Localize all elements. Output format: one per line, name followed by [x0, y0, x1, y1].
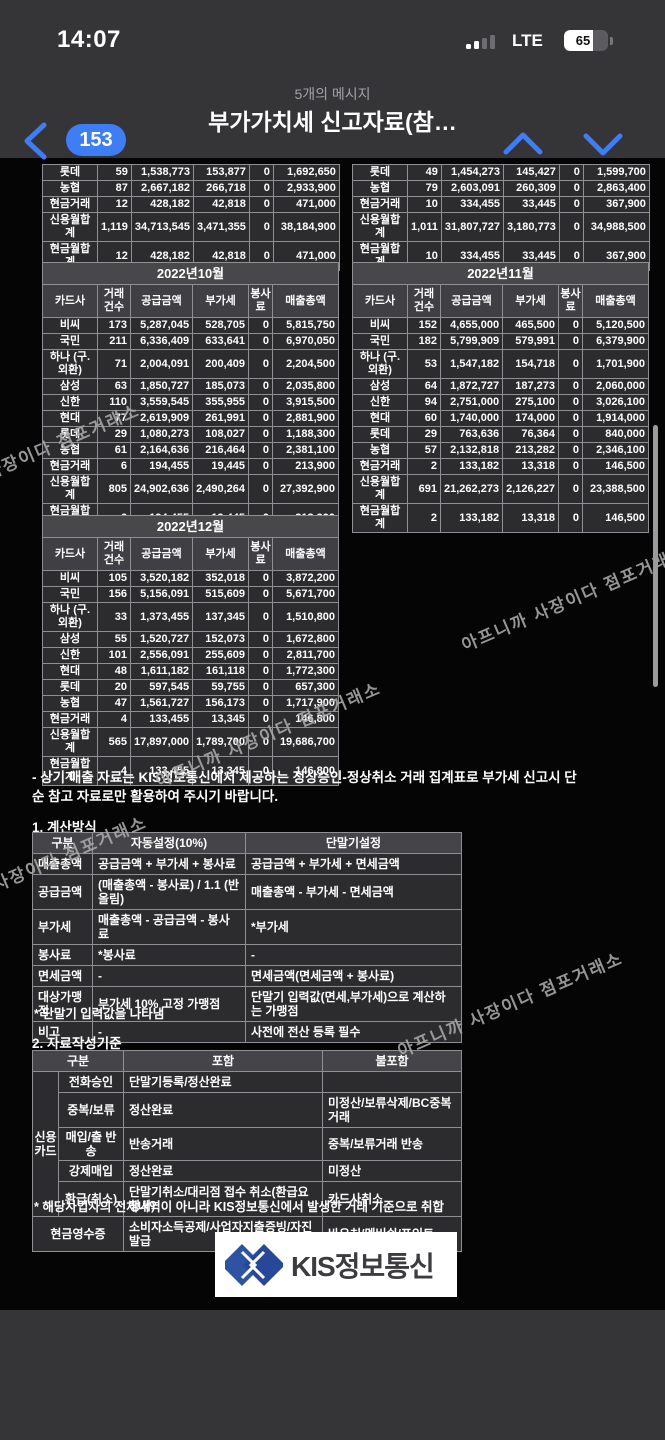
next-message-chevron-icon[interactable] — [580, 126, 626, 162]
table-row: 신용월합계 1,119 34,713,545 3,471,355 0 38,184,900 — [42, 212, 340, 242]
message-count-label: 5개의 메시지 — [294, 86, 371, 102]
table-row: 신한 110 3,559,545 355,955 0 3,915,500 — [42, 394, 339, 411]
table-row: 삼성 55 1,520,727 152,073 0 1,672,800 — [42, 631, 339, 648]
table-header-row: 구분 자동설정(10%) 단말기설정 — [32, 832, 462, 854]
table-row: 현대 60 1,740,000 174,000 0 1,914,000 — [352, 410, 649, 427]
calc-method-table: 구분 자동설정(10%) 단말기설정 매출총액 공급금액 + 부가세 + 봉사료 공급금액… — [32, 832, 462, 1043]
credit-card-group-label: 신용 카드 — [32, 1071, 59, 1217]
table-row: 농협 79 2,603,091 260,309 0 2,863,400 — [352, 180, 650, 197]
table-row: 롯데 29 763,636 76,364 0 840,000 — [352, 426, 649, 443]
sales-table-november: 2022년11월 카드사 거래 건수 공급금액 부가세 봉사료 매출총액 비씨 152 4,655… — [352, 262, 649, 533]
back-chevron-icon[interactable] — [20, 120, 50, 162]
table-row: 대상가맹점 부가세 10% 고정 가맹점 단말기 입력값(면세,부가세)으로 계산하… — [32, 986, 462, 1022]
unread-count-badge[interactable]: 153 — [66, 124, 126, 156]
table-row: 농협 61 2,164,636 216,464 0 2,381,100 — [42, 442, 339, 459]
table-row: 농협 57 2,132,818 213,282 0 2,346,100 — [352, 442, 649, 459]
table-row: 삼성 64 1,872,727 187,273 0 2,060,000 — [352, 378, 649, 395]
table-row: 현금월합계 4 133,455 13,345 0 146,800 — [42, 756, 339, 786]
table-row: 현금거래 12 428,182 42,818 0 471,000 — [42, 196, 340, 213]
sales-table-partial-right: 롯데 49 1,454,273 145,427 0 1,599,700 농협 79 2,603,… — [352, 164, 650, 271]
page-title: 부가가치세 신고자료(참… — [208, 109, 457, 135]
table-row: 부가세 매출총액 - 공급금액 - 봉사료 *부가세 — [32, 909, 462, 945]
cellular-signal-icon — [466, 34, 506, 49]
table-row: 비씨 173 5,287,045 528,705 0 5,815,750 — [42, 317, 339, 334]
table-row: 현대 48 1,611,182 161,118 0 1,772,300 — [42, 663, 339, 680]
battery-icon: 65 — [564, 30, 608, 51]
table-row: 중복/보류 정산완료 미정산/보류삭제/BC중복거래 — [33, 1092, 462, 1128]
kis-logo: KIS정보통신 — [215, 1232, 457, 1297]
table-row: 신용월합계 565 17,897,000 1,789,700 0 19,686,700 — [42, 727, 339, 757]
bottom-toolbar — [0, 1310, 665, 1440]
scrollbar[interactable] — [653, 425, 658, 687]
table-row: 하나 (구.외환) 71 2,004,091 200,409 0 2,204,500 — [42, 349, 339, 379]
calc-footnote: * 단말기 입력값을 나타냄 — [34, 1007, 165, 1021]
table-row: 신용월합계 1,011 31,807,727 3,180,773 0 34,988,500 — [352, 212, 650, 242]
network-type-label: LTE — [512, 31, 543, 50]
table-row: 현금거래 4 133,455 13,345 0 146,800 — [42, 711, 339, 728]
table-row: 농협 87 2,667,182 266,718 0 2,933,900 — [42, 180, 340, 197]
disclaimer-text: - 상기 매출 자료는 KIS정보통신에서 제공하는 정상승인-정상취소 거래 … — [32, 770, 577, 804]
table-row: 비씨 105 3,520,182 352,018 0 3,872,200 — [42, 570, 339, 587]
table-row: 하나 (구.외환) 53 1,547,182 154,718 0 1,701,900 — [352, 349, 649, 379]
table-row: 신한 94 2,751,000 275,100 0 3,026,100 — [352, 394, 649, 411]
table-row: 현대 77 2,619,909 261,991 0 2,881,900 — [42, 410, 339, 427]
kis-logo-text: KIS정보통신 — [291, 1250, 435, 1282]
table-row: 롯데 20 597,545 59,755 0 657,300 — [42, 679, 339, 696]
calc-method-heading: 1. 계산방식 — [32, 820, 97, 835]
sales-table-september-partial: 롯데 59 1,538,773 153,877 0 1,692,650 농협 87 2,667,… — [42, 164, 340, 271]
table-row: 구분 포함 불포함 — [32, 1050, 462, 1072]
table-row: 신한 101 2,556,091 255,609 0 2,811,700 — [42, 647, 339, 664]
status-time: 14:07 — [57, 26, 121, 53]
watermark-text: 아프니까 사장이다 점포거래소 — [459, 542, 665, 656]
table-title-row: 2022년11월 — [352, 262, 649, 285]
table-row: 롯데 49 1,454,273 145,427 0 1,599,700 — [352, 164, 650, 181]
table-row: 환급(취소) 단말기취소/대리점 접수 취소(환급요청서) 카드사취소 — [33, 1181, 462, 1217]
table-row: 공급금액 (매출총액 - 봉사료) / 1.1 (반올림) 매출총액 - 부가세 -… — [32, 874, 462, 910]
table-title-row: 2022년10월 — [42, 262, 339, 285]
table-row: 현금거래 6 194,455 19,445 0 213,900 — [42, 458, 339, 475]
kis-logo-mark-icon — [225, 1243, 283, 1286]
table-title-row: 2022년12월 — [42, 515, 339, 538]
table-row: 봉사료 *봉사료 - — [32, 944, 462, 966]
table-row: 신용월합계 691 21,262,273 2,126,227 0 23,388,500 — [352, 474, 649, 504]
battery-nub — [610, 37, 613, 45]
table-row: 면세금액 - 면세금액(면세금액 + 봉사료) — [32, 965, 462, 987]
table-header-row: 카드사 거래 건수 공급금액 부가세 봉사료 매출총액 — [352, 284, 649, 318]
table-header-row: 카드사 거래 건수 공급금액 부가세 봉사료 매출총액 — [42, 537, 339, 571]
table-row: 롯데 29 1,080,273 108,027 0 1,188,300 — [42, 426, 339, 443]
table-row: 삼성 63 1,850,727 185,073 0 2,035,800 — [42, 378, 339, 395]
table-row: 현금거래 10 334,455 33,445 0 367,900 — [352, 196, 650, 213]
table-row: 농협 47 1,561,727 156,173 0 1,717,900 — [42, 695, 339, 712]
table-row: 롯데 59 1,538,773 153,877 0 1,692,650 — [42, 164, 340, 181]
table-header-row: 카드사 거래 건수 공급금액 부가세 봉사료 매출총액 — [42, 284, 339, 318]
table-row: 현금거래 2 133,182 13,318 0 146,500 — [352, 458, 649, 475]
table-row: 국민 211 6,336,409 633,641 0 6,970,050 — [42, 333, 339, 350]
table-row: 국민 156 5,156,091 515,609 0 5,671,700 — [42, 586, 339, 603]
table-row: 신용 카드 전화승인 단말기등록/정산완료 — [32, 1071, 462, 1217]
criteria-footnote: * 해당사업자의 전체내역이 아니라 KIS정보통신에서 발생한 거래 기준으로… — [34, 1200, 444, 1214]
table-row: 현금월합계 2 133,182 13,318 0 146,500 — [352, 503, 649, 533]
criteria-table: 구분 포함 불포함 신용 카드 전화승인 단말기등록/정산완료 중복/보류 정산… — [32, 1050, 462, 1252]
table-row: 매입/출 반송 반송거래 중복/보류거래 반송 — [33, 1127, 462, 1161]
table-row: 하나 (구.외환) 33 1,373,455 137,345 0 1,510,800 — [42, 602, 339, 632]
previous-message-chevron-icon[interactable] — [500, 126, 546, 162]
table-row: 강제매입 정산완료 미정산 — [33, 1160, 462, 1182]
sales-table-october: 2022년10월 카드사 거래 건수 공급금액 부가세 봉사료 매출총액 비씨 173 5,287… — [42, 262, 339, 533]
top-navigation-bar: 14:07 LTE 65 5개의 메시지 부가가치세 신고자료(참… 153 — [0, 0, 665, 160]
battery-percent-label: 65 — [575, 33, 591, 48]
table-row: 국민 182 5,799,909 579,991 0 6,379,900 — [352, 333, 649, 350]
battery-fill — [564, 30, 593, 51]
table-row: 신용월합계 805 24,902,636 2,490,264 0 27,392,900 — [42, 474, 339, 504]
table-row: 매출총액 공급금액 + 부가세 + 봉사료 공급금액 + 부가세 + 면세금액 — [32, 853, 462, 875]
table-row: 비씨 152 4,655,000 465,500 0 5,120,500 — [352, 317, 649, 334]
sales-table-december: 2022년12월 카드사 거래 건수 공급금액 부가세 봉사료 매출총액 비씨 105 3,520… — [42, 515, 339, 786]
table-row: 비고 - 사전에 전산 등록 필수 — [32, 1021, 462, 1043]
criteria-heading: 2. 자료작성기준 — [32, 1036, 122, 1051]
